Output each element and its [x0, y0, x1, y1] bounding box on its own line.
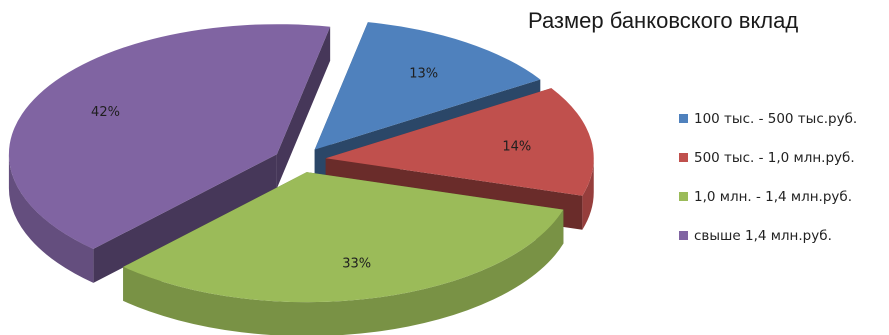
legend-item: свыше 1,4 млн.руб. — [679, 227, 857, 244]
legend-swatch — [679, 114, 688, 123]
legend-swatch — [679, 192, 688, 201]
legend-label: свыше 1,4 млн.руб. — [694, 228, 832, 244]
chart-legend: 100 тыс. - 500 тыс.руб. 500 тыс. - 1,0 м… — [679, 110, 857, 266]
slice-data-label: 14% — [502, 139, 531, 154]
legend-item: 500 тыс. - 1,0 млн.руб. — [679, 149, 857, 166]
slice-data-label: 42% — [91, 105, 120, 120]
legend-label: 500 тыс. - 1,0 млн.руб. — [694, 150, 855, 166]
legend-item: 100 тыс. - 500 тыс.руб. — [679, 110, 857, 127]
legend-swatch — [679, 231, 688, 240]
legend-swatch — [679, 153, 688, 162]
slice-data-label: 13% — [409, 66, 438, 81]
slice-data-label: 33% — [342, 257, 371, 272]
legend-label: 100 тыс. - 500 тыс.руб. — [694, 111, 857, 127]
legend-label: 1,0 млн. - 1,4 млн.руб. — [694, 189, 852, 205]
legend-item: 1,0 млн. - 1,4 млн.руб. — [679, 188, 857, 205]
